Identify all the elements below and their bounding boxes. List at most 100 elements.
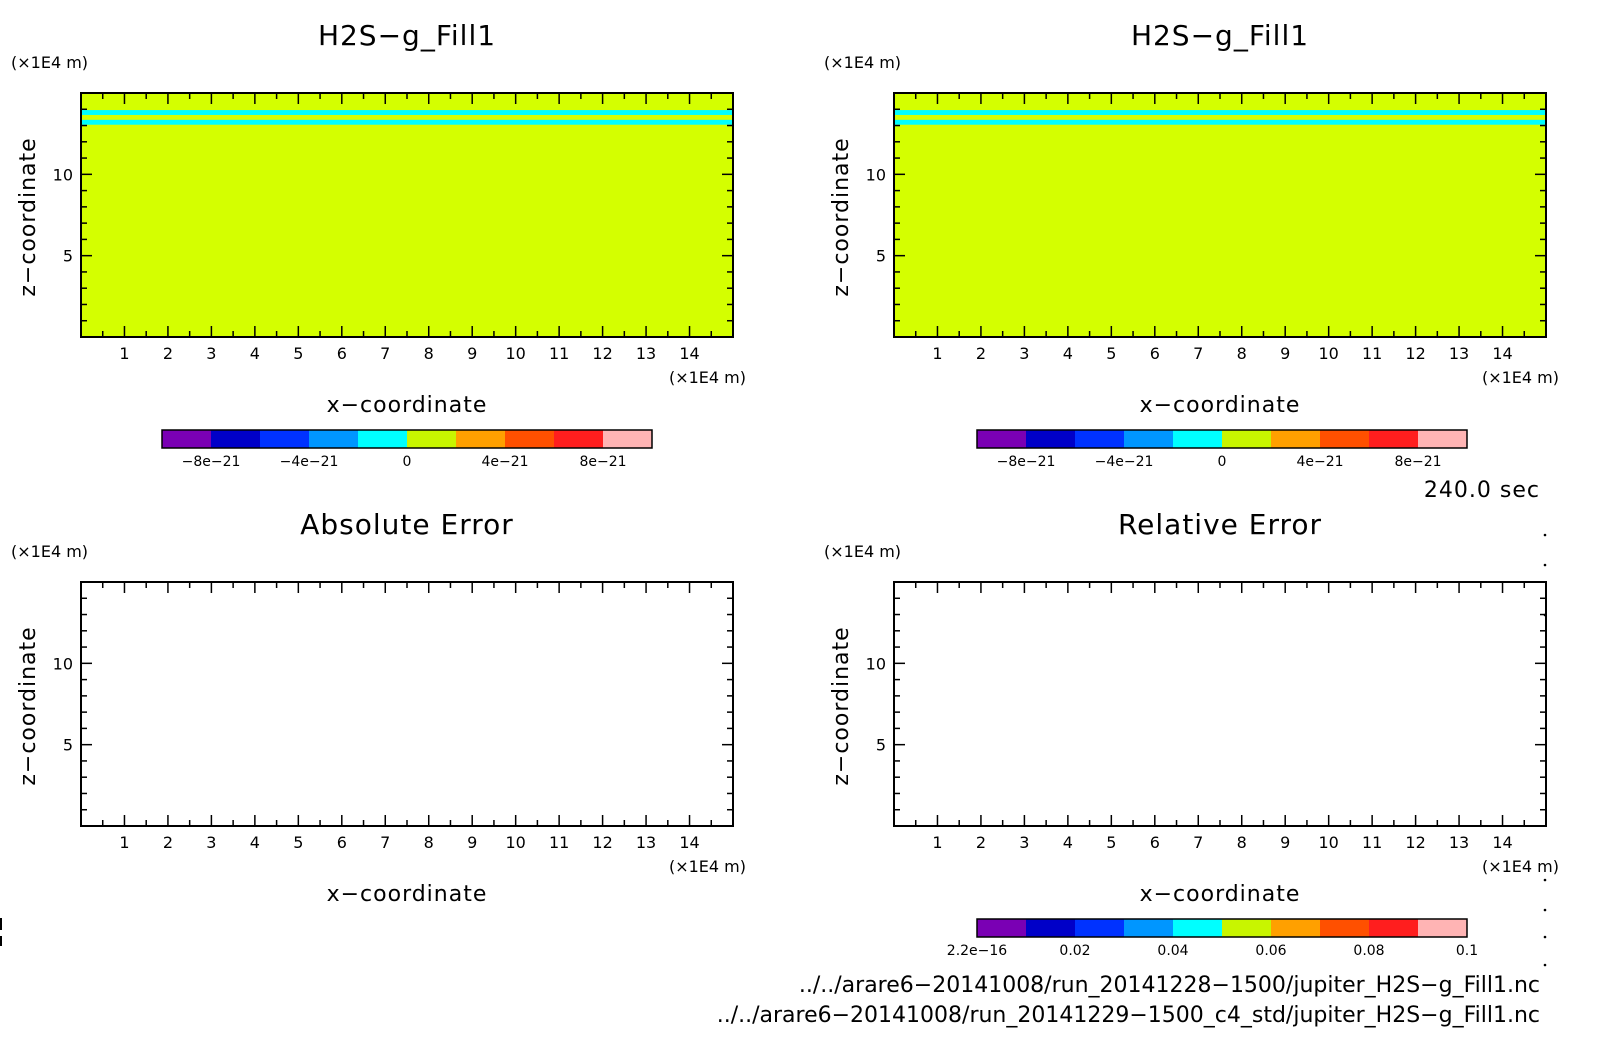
colorbar-swatch [309,430,359,448]
x-tick-label: 5 [1106,833,1116,852]
x-tick-label: 4 [1063,833,1073,852]
y-axis-label: z−coordinate [829,137,854,296]
plot-frame [893,581,1547,827]
colorbar-label: 0.06 [1255,943,1286,959]
colorbar-swatch [1173,430,1223,448]
x-tick-label: 2 [976,344,986,363]
chart-title: Absolute Error [300,508,514,541]
x-tick-label: 5 [1106,344,1116,363]
x-unit-label: (×1E4 m) [1482,368,1559,387]
chart-panel-2: H2S−g_Fill1(×1E4 m)1 2 3 4 5 6 7 8 9 10 11 12 13 1451… [824,19,1559,470]
colorbar-frame [976,429,1468,449]
x-tick-label: 8 [1237,833,1247,852]
colorbar-swatch [1369,430,1419,448]
colorbar-swatch [1271,919,1321,937]
chart-panel-1: H2S−g_Fill1(×1E4 m)1 2 3 4 5 6 7 8 9 10 11 12 13 1451… [11,19,746,470]
x-tick-label: 14 [1492,833,1512,852]
x-tick-label: 9 [1280,833,1290,852]
x-tick-label: 2 [976,833,986,852]
y-axis-label: z−coordinate [829,626,854,785]
file-path-2: ../../arare6−20141008/run_20141229−1500_… [717,1003,1540,1028]
time-label: 240.0 sec [1424,478,1540,503]
colorbar-swatch [260,430,310,448]
chart-title: H2S−g_Fill1 [318,19,496,52]
x-tick-label: 5 [293,344,303,363]
field-band [894,119,1546,125]
x-tick-label: 14 [1492,344,1512,363]
x-tick-label: 11 [549,344,569,363]
y-tick-label: 5 [63,736,73,755]
field-band [894,110,1546,115]
y-tick-label: 5 [63,247,73,266]
x-tick-label: 10 [1318,833,1338,852]
colorbar-swatch [505,430,555,448]
colorbar-swatch [1026,430,1076,448]
chart-panel-4: Relative Error(×1E4 m)1 2 3 4 5 6 7 8 9 10 11 12 13 1… [824,508,1559,959]
x-tick-label: 3 [206,833,216,852]
margin-dot [1543,563,1547,567]
field-band [81,119,733,125]
x-tick-label: 4 [250,344,260,363]
colorbar-label: 0.04 [1157,943,1188,959]
x-tick-label: 12 [592,344,612,363]
y-tick-label: 5 [876,247,886,266]
colorbar-swatch [1222,430,1272,448]
x-tick-label: 13 [1449,833,1469,852]
x-tick-label: 6 [337,344,347,363]
x-tick-label: 13 [636,833,656,852]
margin-dot [1543,878,1547,882]
colorbar-label: −8e−21 [997,454,1056,470]
x-tick-label: 9 [1280,344,1290,363]
colorbar-swatch [358,430,408,448]
colorbar-swatch [1320,919,1370,937]
colorbar-label: 8e−21 [579,454,626,470]
x-tick-label: 6 [1150,344,1160,363]
margin-dot [1543,908,1547,912]
colorbar-swatch [1173,919,1223,937]
colorbar-swatch [407,430,457,448]
x-tick-label: 9 [467,344,477,363]
y-tick-label: 10 [53,654,73,673]
colorbar-swatch [1271,430,1321,448]
x-tick-label: 4 [250,833,260,852]
colorbar-frame [976,918,1468,938]
x-tick-label: 3 [1019,344,1029,363]
x-tick-label: 11 [1362,833,1382,852]
x-tick-label: 1 [119,344,129,363]
colorbar-swatch [1026,919,1076,937]
x-tick-label: 10 [505,344,525,363]
x-unit-label: (×1E4 m) [1482,857,1559,876]
plot-frame [80,581,734,827]
y-unit-label: (×1E4 m) [11,542,88,561]
x-tick-label: 6 [337,833,347,852]
colorbar-label: −4e−21 [280,454,339,470]
colorbar-swatch [603,430,653,448]
colorbar-label: 0 [1218,454,1227,470]
y-tick-label: 10 [866,165,886,184]
x-axis-label: x−coordinate [327,882,488,907]
colorbar-swatch [1418,919,1468,937]
colorbar-swatch [554,430,604,448]
x-tick-label: 2 [163,344,173,363]
x-tick-label: 7 [1193,833,1203,852]
colorbar-label: −4e−21 [1095,454,1154,470]
x-tick-label: 8 [424,833,434,852]
colorbar-swatch [1222,919,1272,937]
x-tick-label: 14 [679,833,699,852]
y-axis-label: z−coordinate [16,626,41,785]
y-unit-label: (×1E4 m) [11,53,88,72]
colorbar-frame [161,429,653,449]
colorbar-swatch [1320,430,1370,448]
x-axis-label: x−coordinate [327,393,488,418]
x-tick-label: 2 [163,833,173,852]
x-tick-label: 11 [549,833,569,852]
file-path-1: ../../arare6−20141008/run_20141228−1500/… [799,973,1540,998]
margin-dot [1543,963,1547,967]
x-tick-label: 12 [1405,344,1425,363]
x-tick-label: 12 [1405,833,1425,852]
x-tick-label: 1 [932,833,942,852]
colorbar-swatch [1124,919,1174,937]
x-axis-label: x−coordinate [1140,393,1301,418]
x-axis-label: x−coordinate [1140,882,1301,907]
